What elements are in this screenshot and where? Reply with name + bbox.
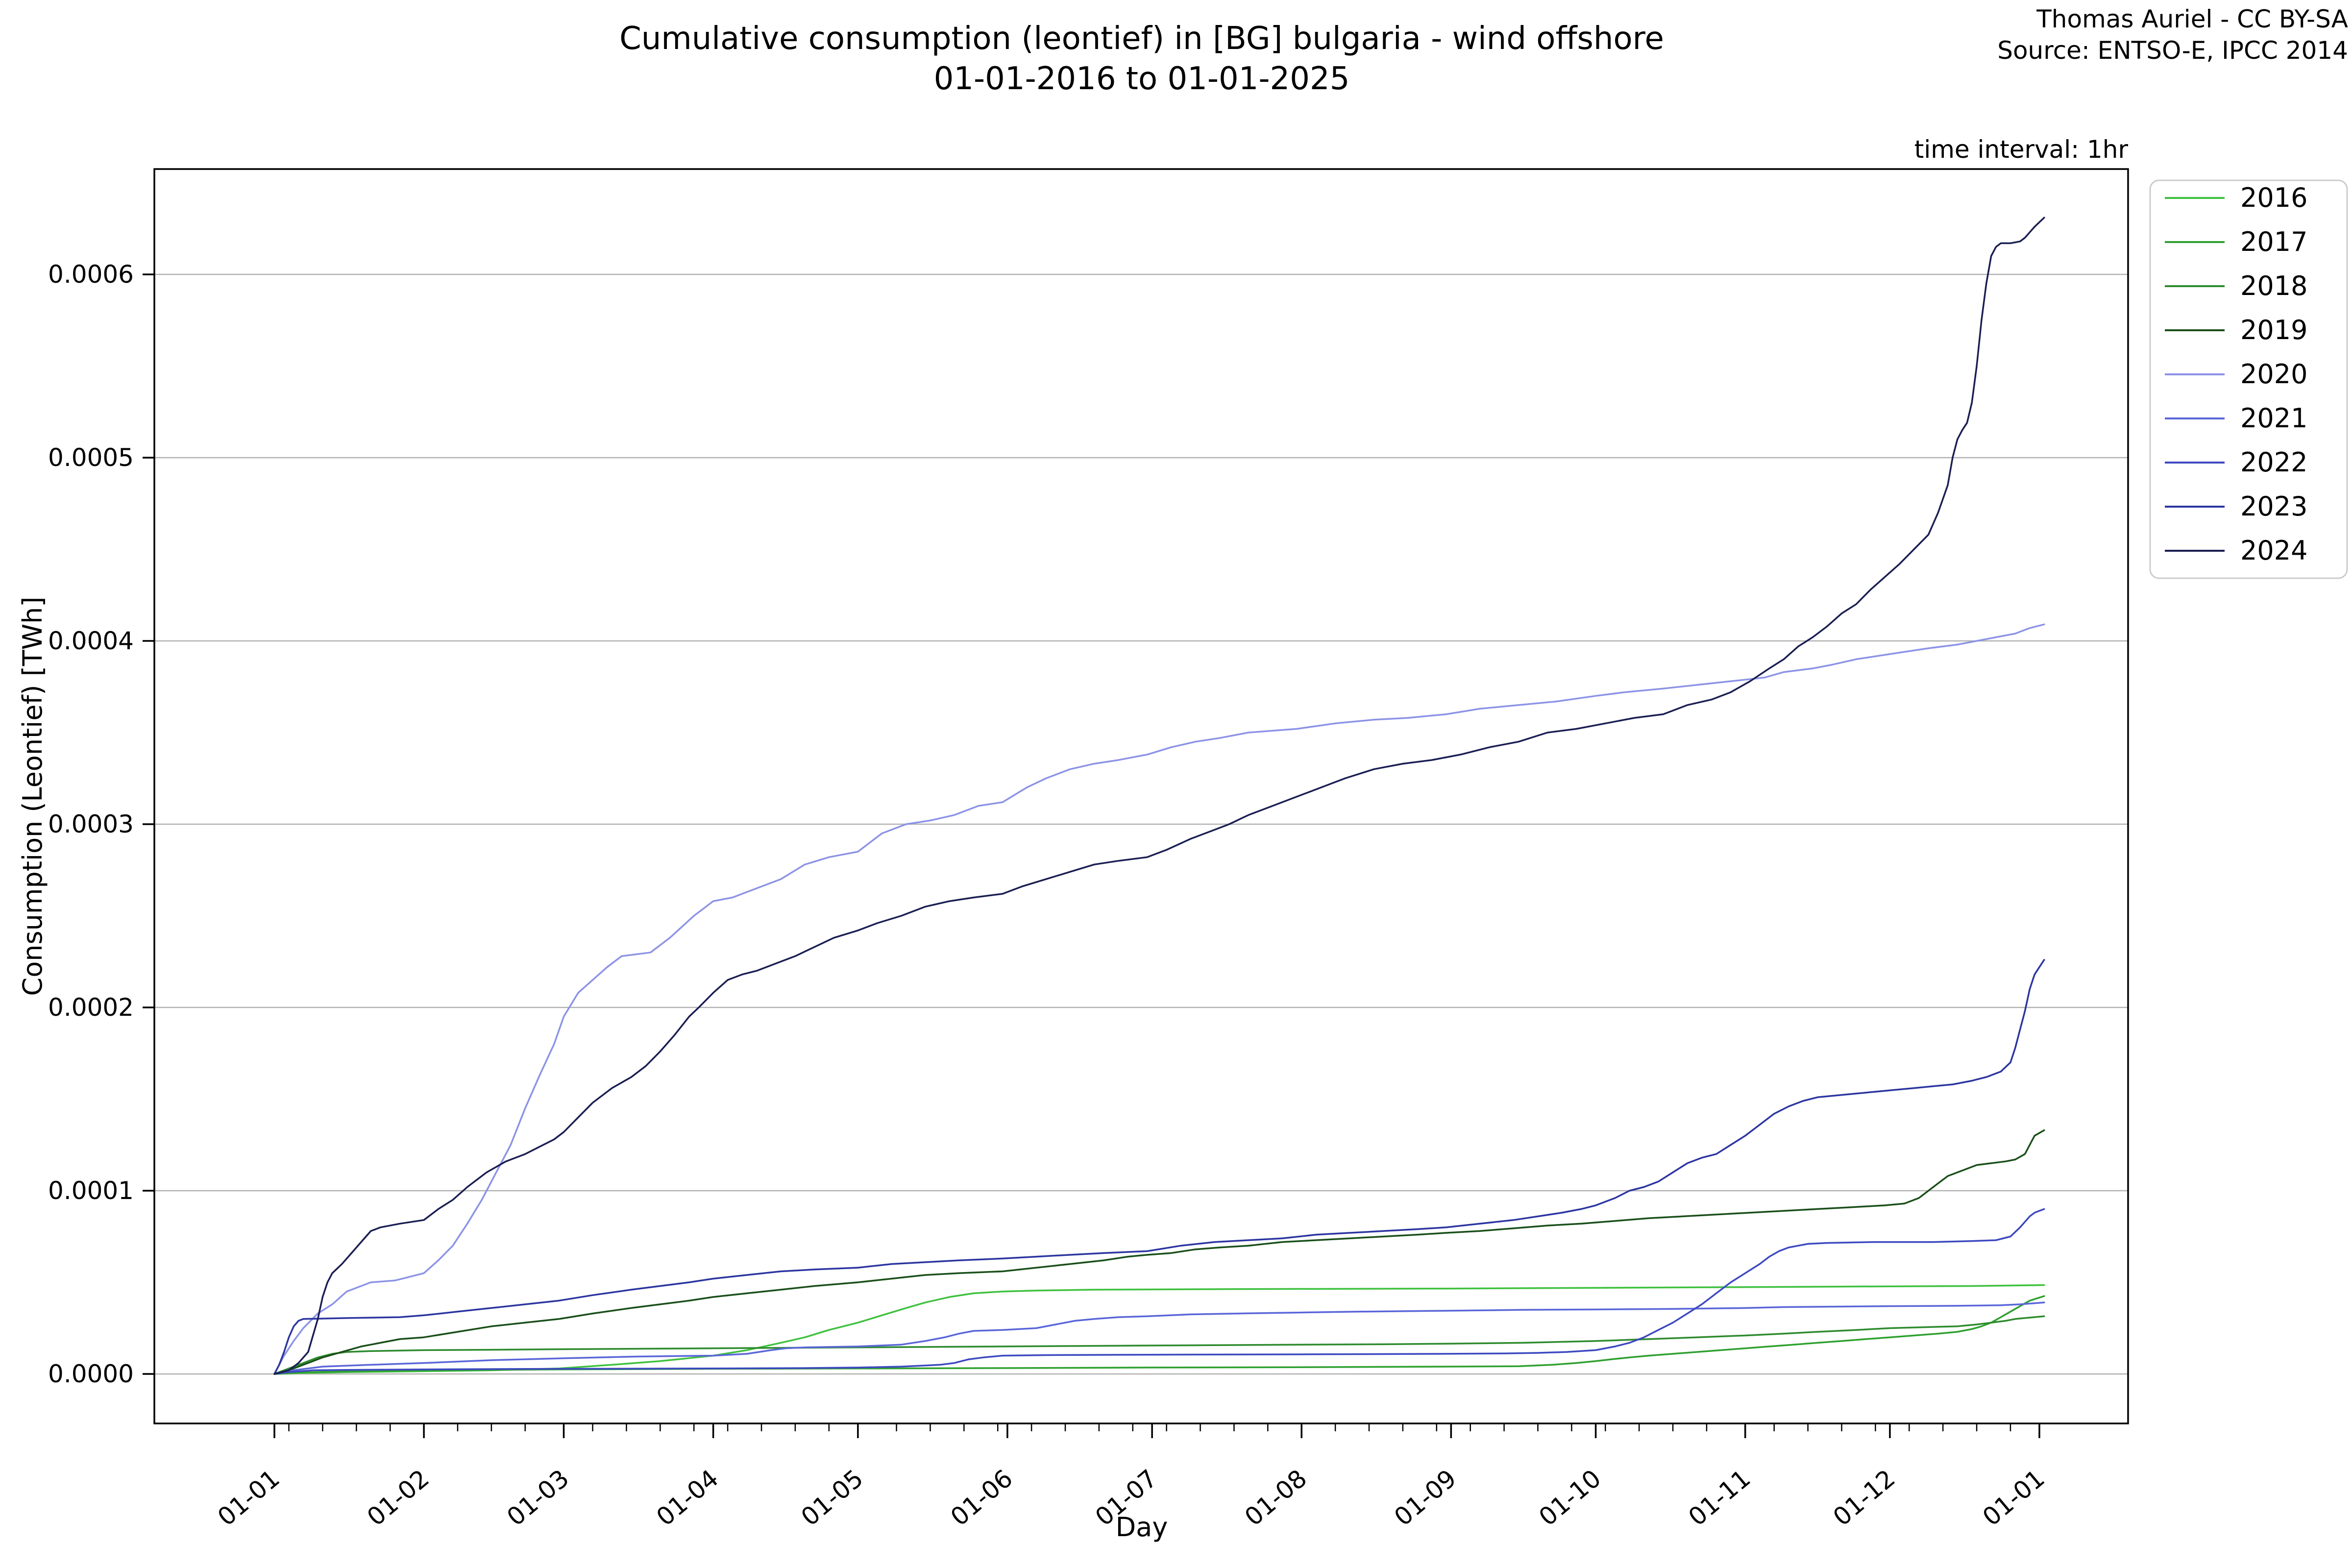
x-axis-label: Day <box>1116 1512 1168 1543</box>
series-line-2016 <box>273 1284 2045 1375</box>
series-line-2023 <box>273 959 2045 1375</box>
y-tick-label: 0.0000 <box>48 1360 134 1388</box>
x-tick-label: 01-01 <box>212 1464 285 1532</box>
legend-label-2018: 2018 <box>2240 270 2307 301</box>
attribution-line2: Source: ENTSO-E, IPCC 2014 <box>1997 36 2348 65</box>
series-line-2019 <box>273 1129 2045 1375</box>
legend-label-2020: 2020 <box>2240 359 2307 390</box>
legend: 2016 2017 2018 2019 2020 2021 2022 2023 2024 <box>2149 179 2348 579</box>
series-line-2020 <box>273 623 2045 1375</box>
x-tick-label: 01-09 <box>1389 1464 1462 1532</box>
legend-label-2022: 2022 <box>2240 447 2307 478</box>
x-tick-label: 01-06 <box>945 1464 1018 1532</box>
chart-title-line2: 01-01-2016 to 01-01-2025 <box>934 61 1350 97</box>
x-tick-label: 01-08 <box>1239 1464 1312 1532</box>
y-tick-label: 0.0006 <box>48 260 134 289</box>
y-tick-label: 0.0003 <box>48 810 134 838</box>
series-line-2024 <box>273 217 2045 1375</box>
legend-label-2017: 2017 <box>2240 226 2307 257</box>
x-tick-label: 01-05 <box>796 1464 869 1532</box>
y-tick-label: 0.0002 <box>48 993 134 1022</box>
series-lines-layer <box>273 217 2045 1375</box>
x-tick-label: 01-03 <box>502 1464 575 1532</box>
x-tick-label: 01-04 <box>651 1464 724 1532</box>
legend-box <box>2149 179 2348 579</box>
legend-label-2023: 2023 <box>2240 491 2307 522</box>
series-line-2021 <box>273 1301 2045 1375</box>
x-tick-label: 01-12 <box>1828 1464 1901 1532</box>
x-tick-label: 01-11 <box>1683 1464 1756 1532</box>
series-line-2018 <box>273 1315 2045 1375</box>
gridlines-layer <box>154 273 2128 1375</box>
legend-label-2021: 2021 <box>2240 403 2307 434</box>
time-interval-note: time interval: 1hr <box>1914 135 2129 164</box>
y-tick-label: 0.0001 <box>48 1176 134 1205</box>
x-tick-label: 01-01 <box>1977 1464 2050 1532</box>
axes-layer: 0.0000 0.0001 0.0002 0.0003 0.0004 0.0005 0.00… <box>48 168 2129 1532</box>
chart-title-line1: Cumulative consumption (leontief) in [BG… <box>619 21 1664 57</box>
y-axis-label: Consumption (Leontief) [TWh] <box>17 597 48 996</box>
axes-spines <box>153 168 2129 1424</box>
x-tick-label: 01-10 <box>1534 1464 1607 1532</box>
legend-label-2016: 2016 <box>2240 182 2307 213</box>
y-tick-label: 0.0005 <box>48 443 134 472</box>
legend-label-2019: 2019 <box>2240 315 2307 345</box>
x-tick-label: 01-02 <box>362 1464 435 1532</box>
attribution-line1: Thomas Auriel - CC BY-SA <box>2036 5 2348 33</box>
series-line-2017 <box>273 1295 2045 1375</box>
y-tick-label: 0.0004 <box>48 627 134 655</box>
legend-label-2024: 2024 <box>2240 535 2307 566</box>
series-line-2022 <box>273 1208 2045 1375</box>
